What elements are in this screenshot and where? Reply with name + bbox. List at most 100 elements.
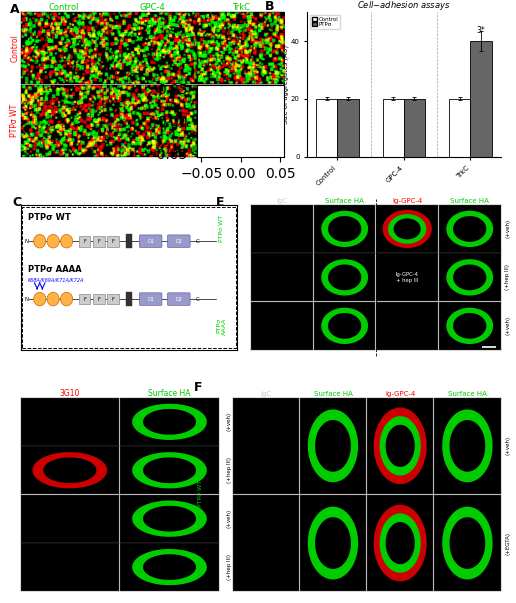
Text: F: F <box>83 297 86 302</box>
Title: Surface HA: Surface HA <box>314 391 352 397</box>
Y-axis label: Size of aggregates (AU): Size of aggregates (AU) <box>283 45 289 124</box>
Text: 3*: 3* <box>477 26 486 35</box>
Text: (+hep III): (+hep III) <box>506 264 510 291</box>
Polygon shape <box>446 211 493 247</box>
Text: N: N <box>24 297 28 302</box>
Text: PTPσ WT: PTPσ WT <box>198 480 203 507</box>
Text: F: F <box>83 239 86 244</box>
Text: (+EGTA): (+EGTA) <box>506 532 511 555</box>
Title: Ig-GPC-4: Ig-GPC-4 <box>392 198 422 204</box>
Text: A: A <box>10 4 20 16</box>
Text: PTPσ
AAAA: PTPσ AAAA <box>216 317 227 335</box>
Polygon shape <box>132 500 207 537</box>
Title: 3G10: 3G10 <box>59 389 80 398</box>
Polygon shape <box>328 216 361 242</box>
Polygon shape <box>453 313 487 339</box>
Polygon shape <box>374 505 427 581</box>
Polygon shape <box>143 554 196 580</box>
FancyBboxPatch shape <box>93 236 105 247</box>
Text: B: B <box>265 1 274 13</box>
Polygon shape <box>132 403 207 440</box>
Text: F: F <box>111 297 114 302</box>
Polygon shape <box>321 259 368 295</box>
Polygon shape <box>33 452 107 488</box>
Title: Surface HA: Surface HA <box>448 391 487 397</box>
FancyBboxPatch shape <box>79 236 90 247</box>
Circle shape <box>47 235 59 248</box>
Polygon shape <box>321 211 368 247</box>
Polygon shape <box>308 409 358 482</box>
Text: (+veh): (+veh) <box>506 317 510 335</box>
Bar <box>449 99 471 157</box>
FancyBboxPatch shape <box>168 235 190 247</box>
Text: PTPσ AAAA: PTPσ AAAA <box>28 265 82 274</box>
Polygon shape <box>453 216 487 242</box>
Text: D2: D2 <box>175 297 182 302</box>
Polygon shape <box>308 507 358 579</box>
Text: D1: D1 <box>147 239 154 244</box>
Polygon shape <box>380 416 421 476</box>
Title: Surface HA: Surface HA <box>148 389 191 398</box>
Bar <box>471 41 492 157</box>
Polygon shape <box>385 425 415 467</box>
Polygon shape <box>328 313 361 339</box>
Text: Ig-GPC-4
+ hep III: Ig-GPC-4 + hep III <box>396 272 418 283</box>
Polygon shape <box>143 457 196 483</box>
Polygon shape <box>388 214 426 244</box>
Polygon shape <box>374 408 427 484</box>
Text: F: F <box>194 380 203 394</box>
Polygon shape <box>321 308 368 344</box>
Text: C: C <box>12 197 21 209</box>
Polygon shape <box>394 218 421 239</box>
FancyBboxPatch shape <box>79 294 90 305</box>
Text: PTPσ WT: PTPσ WT <box>219 215 224 242</box>
FancyBboxPatch shape <box>126 235 132 248</box>
Polygon shape <box>442 507 493 579</box>
Text: D2: D2 <box>175 239 182 244</box>
Title: IgC: IgC <box>277 198 288 204</box>
Bar <box>316 99 337 157</box>
Text: F: F <box>98 297 100 302</box>
Polygon shape <box>449 517 485 569</box>
Text: F: F <box>111 239 114 244</box>
Y-axis label: Control: Control <box>10 34 19 62</box>
Text: C: C <box>196 239 200 244</box>
FancyBboxPatch shape <box>139 235 162 247</box>
Polygon shape <box>43 457 96 483</box>
FancyBboxPatch shape <box>168 293 190 305</box>
Circle shape <box>60 292 73 306</box>
Title: Ig-GPC-4: Ig-GPC-4 <box>385 391 415 397</box>
Polygon shape <box>380 513 421 573</box>
Text: N: N <box>24 239 28 244</box>
Text: F: F <box>98 239 100 244</box>
Title: Surface HA: Surface HA <box>450 198 489 204</box>
FancyBboxPatch shape <box>107 294 119 305</box>
Circle shape <box>34 292 46 306</box>
Polygon shape <box>382 210 432 248</box>
FancyBboxPatch shape <box>126 292 132 306</box>
Polygon shape <box>143 409 196 435</box>
Legend: Control, PTPσ: Control, PTPσ <box>310 15 340 29</box>
Bar <box>382 99 404 157</box>
Text: C: C <box>196 297 200 302</box>
Text: (+veh): (+veh) <box>227 509 232 528</box>
Polygon shape <box>453 265 487 290</box>
Text: PTPσ WT: PTPσ WT <box>28 213 71 223</box>
Title: IgC: IgC <box>260 391 271 397</box>
Text: (+hep III): (+hep III) <box>227 457 232 483</box>
Bar <box>404 99 425 157</box>
Text: (+veh): (+veh) <box>227 412 232 431</box>
FancyBboxPatch shape <box>93 294 105 305</box>
Circle shape <box>60 235 73 248</box>
Bar <box>337 99 359 157</box>
Polygon shape <box>446 308 493 344</box>
Title: $\it{Cell}$$\it{-adhesion\ assays}$: $\it{Cell}$$\it{-adhesion\ assays}$ <box>357 0 450 12</box>
Polygon shape <box>132 549 207 586</box>
Polygon shape <box>328 265 361 290</box>
Polygon shape <box>446 259 493 295</box>
Text: K68A/K69A/K71A/K72A: K68A/K69A/K71A/K72A <box>28 277 85 282</box>
Text: D1: D1 <box>147 297 154 302</box>
Circle shape <box>34 235 46 248</box>
Polygon shape <box>315 517 351 569</box>
Text: E: E <box>216 197 224 209</box>
